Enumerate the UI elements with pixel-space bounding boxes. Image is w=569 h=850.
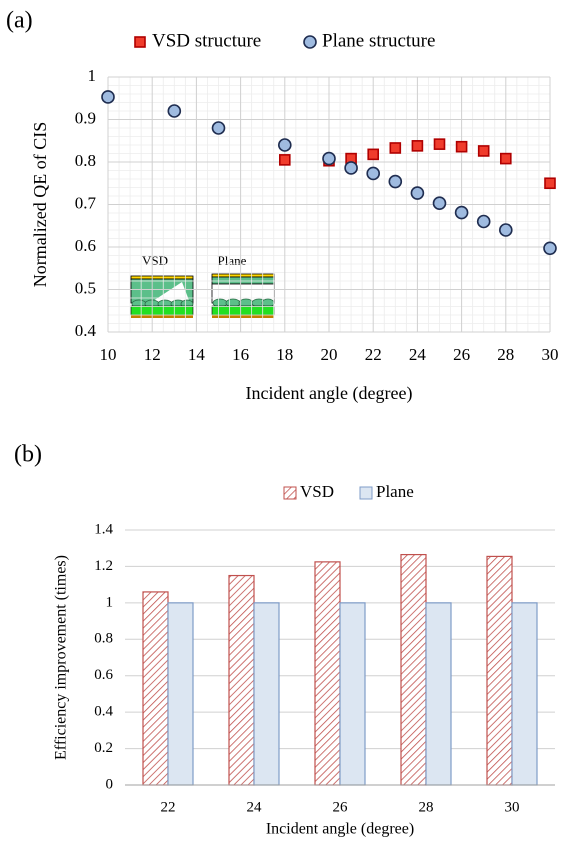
y-tick-label: 0.2	[94, 740, 113, 756]
x-tick-label: 12	[144, 345, 161, 364]
marker	[277, 138, 292, 152]
x-tick-label: 30	[542, 345, 559, 364]
legend-swatch	[359, 486, 373, 500]
marker	[211, 121, 226, 135]
marker	[101, 90, 115, 104]
x-tick-label: 28	[497, 345, 514, 364]
y-tick-label: 0.6	[94, 667, 113, 683]
marker	[499, 152, 512, 165]
x-tick-label: 28	[419, 799, 434, 815]
x-tick-label: 22	[161, 799, 176, 815]
legend-label: VSD structure	[152, 30, 261, 51]
marker	[410, 186, 425, 200]
y-tick-label: 1.4	[94, 521, 113, 537]
x-tick-label: 22	[365, 345, 382, 364]
legend-marker	[303, 35, 317, 49]
grid	[107, 76, 551, 333]
x-axis-label: Incident angle (degree)	[266, 821, 414, 838]
legend-label: Plane	[376, 482, 414, 501]
x-tick-label: 24	[409, 345, 427, 364]
x-tick-label: 10	[100, 345, 117, 364]
y-tick-label: 0.8	[75, 151, 96, 170]
marker	[278, 154, 291, 166]
y-axis-label: Normalized QE of CIS	[30, 122, 50, 287]
bar	[486, 555, 513, 786]
y-tick-label: 0.7	[75, 193, 97, 212]
marker	[389, 142, 402, 154]
marker	[454, 205, 469, 220]
x-tick-label: 14	[188, 345, 206, 364]
bar	[400, 553, 427, 786]
y-tick-label: 1.2	[94, 558, 113, 574]
y-tick-label: 0.8	[94, 631, 113, 647]
legend-label: Plane structure	[322, 30, 435, 51]
legend-marker	[134, 36, 146, 48]
x-tick-label: 20	[321, 345, 338, 364]
marker	[477, 145, 490, 157]
y-tick-label: 0.9	[75, 108, 96, 127]
marker	[366, 166, 381, 181]
marker	[322, 151, 336, 166]
bar	[142, 591, 169, 786]
legend-swatch	[283, 486, 297, 500]
marker	[543, 241, 557, 256]
y-tick-label: 0.6	[75, 236, 96, 255]
x-tick-label: 18	[276, 345, 293, 364]
y-tick-label: 0	[106, 776, 114, 792]
legend-label: VSD	[300, 482, 334, 501]
y-tick-label: 0.4	[75, 321, 97, 340]
y-tick-label: 0.5	[75, 278, 96, 297]
bar	[425, 602, 452, 786]
marker	[432, 196, 447, 211]
x-tick-label: 16	[232, 345, 249, 364]
marker	[388, 174, 403, 189]
x-tick-label: 26	[333, 799, 349, 815]
marker	[455, 140, 468, 153]
bar	[253, 602, 280, 786]
y-tick-label: 1	[88, 66, 97, 85]
panel-label: (a)	[6, 8, 33, 34]
bar	[511, 602, 538, 786]
marker	[433, 138, 446, 150]
panel-label: (b)	[14, 442, 42, 468]
marker	[498, 223, 513, 237]
bar	[339, 602, 366, 786]
x-tick-label: 30	[505, 799, 520, 815]
marker	[344, 161, 358, 175]
marker	[167, 104, 182, 118]
marker	[411, 140, 424, 152]
bar	[167, 602, 194, 786]
y-axis-label: Efficiency improvement (times)	[53, 555, 70, 760]
x-tick-label: 26	[453, 345, 470, 364]
bar	[314, 561, 341, 786]
marker	[476, 214, 491, 229]
y-tick-label: 1	[106, 594, 114, 610]
x-axis-label: Incident angle (degree)	[246, 383, 413, 404]
marker	[544, 177, 556, 190]
marker	[367, 148, 380, 161]
x-tick-label: 24	[247, 799, 263, 815]
bar	[228, 574, 255, 786]
y-tick-label: 0.4	[94, 704, 113, 720]
